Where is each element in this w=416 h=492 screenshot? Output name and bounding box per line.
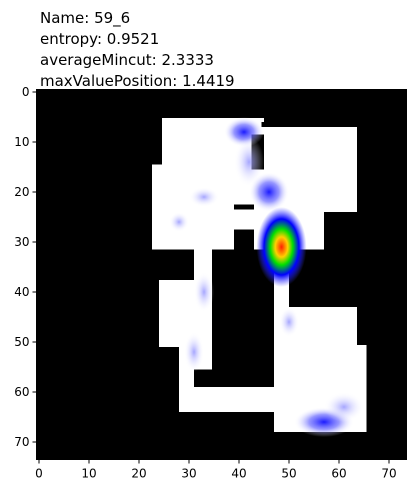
free-area — [194, 387, 299, 398]
heat-blob — [324, 392, 364, 422]
x-tick-label: 50 — [281, 467, 296, 481]
title: Name: 59_6 entropy: 0.9521 averageMincut:… — [40, 9, 235, 90]
heat-blob — [184, 332, 204, 372]
y-tick-label: 20 — [14, 185, 29, 199]
heat-blob — [169, 212, 189, 232]
heat-blob — [279, 307, 299, 337]
x-tick-label: 40 — [231, 467, 246, 481]
x-tick-label: 20 — [131, 467, 146, 481]
wall — [234, 204, 254, 210]
free-area — [289, 307, 357, 345]
y-tick-label: 50 — [14, 335, 29, 349]
title-line: maxValuePosition: 1.4419 — [40, 72, 235, 90]
title-line: entropy: 0.9521 — [40, 30, 159, 48]
heat-blob — [256, 207, 307, 287]
x-tick-label: 10 — [81, 467, 96, 481]
wall — [234, 229, 254, 250]
heat-blob — [194, 272, 214, 312]
y-tick-label: 60 — [14, 385, 29, 399]
title-line: Name: 59_6 — [40, 9, 130, 28]
y-tick-label: 30 — [14, 235, 29, 249]
heat-blob — [249, 172, 289, 212]
y-tick-label: 70 — [14, 435, 29, 449]
x-tick-label: 30 — [181, 467, 196, 481]
heat-blob — [189, 187, 219, 207]
x-tick-label: 70 — [381, 467, 396, 481]
y-tick-label: 40 — [14, 285, 29, 299]
y-tick-label: 0 — [22, 85, 30, 99]
axes: 0 10 20 30 40 50 60 70 0 10 20 30 40 50 60 70 — [14, 85, 407, 481]
axes-frame — [36, 89, 407, 460]
title-line: averageMincut: 2.3333 — [40, 51, 214, 69]
x-tick-label: 60 — [331, 467, 346, 481]
y-tick-label: 10 — [14, 135, 29, 149]
x-tick-label: 0 — [35, 467, 43, 481]
heatmap-image — [36, 89, 407, 460]
wall — [261, 122, 277, 127]
heat-blob — [234, 137, 264, 187]
free-area — [179, 398, 299, 412]
